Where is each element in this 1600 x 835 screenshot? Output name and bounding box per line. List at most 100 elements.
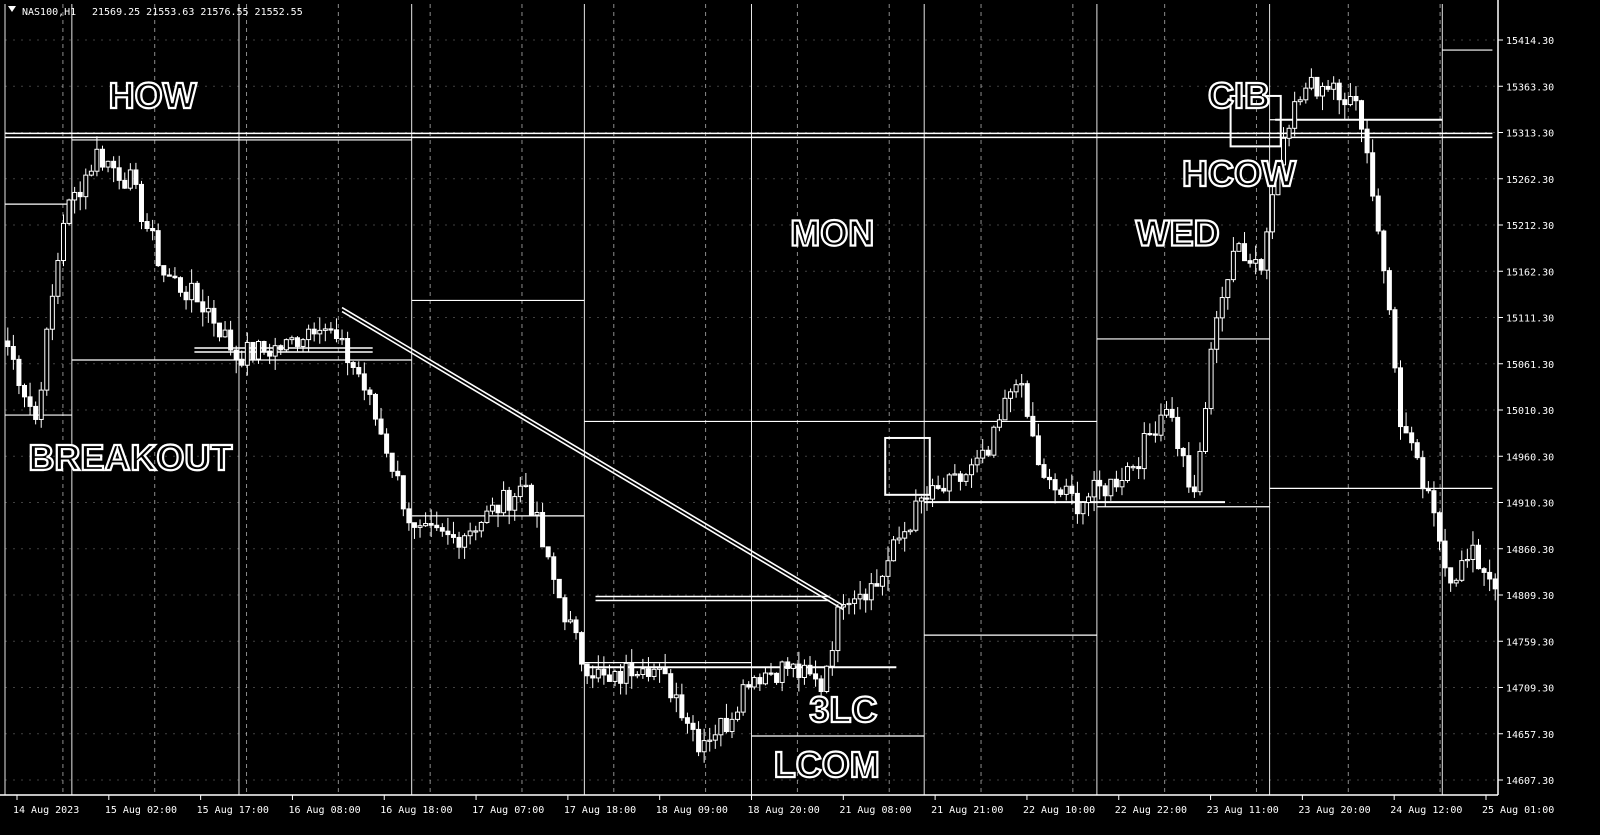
candle-body [361, 373, 367, 391]
drawings[interactable] [341, 94, 1282, 611]
chart-header: NAS100,H1 21569.25 21553.63 21576.55 215… [8, 6, 303, 18]
candle-body [1431, 490, 1437, 514]
candle-body [974, 457, 980, 466]
candle-body [239, 358, 245, 366]
candle-body [757, 677, 763, 685]
x-tick-label: 16 Aug 18:00 [380, 805, 452, 816]
annotation-how: HOW [109, 75, 197, 116]
candle-body [991, 426, 997, 456]
candle-body [601, 668, 607, 676]
candle-body [1386, 270, 1392, 311]
candle-body [774, 672, 780, 683]
candle-body [1130, 466, 1136, 469]
candle-body [963, 474, 969, 482]
candle-body [55, 260, 61, 297]
candle-body [411, 522, 417, 528]
candle-body [1052, 479, 1058, 491]
candle-body [306, 328, 312, 341]
candle-body [1425, 488, 1431, 492]
candle-body [328, 328, 334, 331]
candle-body [1392, 309, 1398, 369]
annotation-3lc: 3LC [809, 689, 877, 730]
x-tick-label: 18 Aug 09:00 [656, 805, 728, 816]
candle-body [1448, 567, 1454, 584]
candle-body [512, 496, 518, 511]
y-tick-label: 14960.30 [1506, 452, 1554, 463]
x-tick-label: 15 Aug 02:00 [105, 805, 177, 816]
candle-body [439, 527, 445, 532]
candle-body [495, 504, 501, 514]
candle-body [1247, 260, 1253, 264]
candle-body [1219, 297, 1225, 319]
y-tick-label: 15010.30 [1506, 406, 1554, 417]
y-tick-label: 15061.30 [1506, 360, 1554, 371]
candle-body [673, 694, 679, 699]
candle-body [372, 393, 378, 420]
candle-body [1242, 243, 1248, 262]
candle-body [623, 662, 629, 684]
candle-body [1292, 101, 1298, 129]
candle-body [261, 341, 267, 352]
candle-body [1492, 578, 1498, 590]
candle-body [573, 619, 579, 634]
candle-body [902, 531, 908, 539]
candle-body [679, 694, 685, 719]
candle-body [144, 221, 150, 229]
candle-body [545, 546, 551, 558]
candle-body [701, 740, 707, 753]
candle-body [489, 504, 495, 512]
candle-body [49, 295, 55, 330]
candle-body [166, 274, 172, 277]
candle-body [1370, 152, 1376, 197]
candle-body [194, 282, 200, 303]
candle-body [629, 662, 635, 677]
candle-body [333, 329, 339, 340]
candle-body [751, 677, 757, 688]
candle-body [562, 597, 568, 623]
cib-box[interactable] [1229, 94, 1282, 148]
candle-body [111, 160, 117, 169]
candle-body [807, 664, 813, 675]
x-tick-label: 14 Aug 2023 [13, 805, 79, 816]
candle-body [88, 170, 94, 176]
candle-body [707, 739, 713, 742]
candle-body [1058, 489, 1064, 495]
menu-triangle-icon[interactable] [8, 6, 16, 12]
x-tick-label: 22 Aug 22:00 [1115, 805, 1187, 816]
candle-body [38, 389, 44, 420]
candle-body [467, 530, 473, 537]
candle-body [1253, 259, 1259, 264]
candle-body [450, 534, 456, 538]
candle-body [729, 718, 735, 733]
candle-body [283, 339, 289, 351]
candle-body [690, 722, 696, 730]
candle-body [216, 322, 222, 338]
candle-body [885, 560, 891, 577]
mon-box[interactable] [884, 436, 931, 496]
candle-body [60, 222, 66, 262]
annotation-cib: CIB [1208, 75, 1270, 116]
candle-body [205, 307, 211, 313]
candle-body [278, 345, 284, 351]
candle-body [957, 473, 963, 482]
candle-body [1203, 408, 1209, 452]
trendline[interactable] [341, 306, 844, 607]
session-levels [5, 49, 1493, 737]
x-tick-label: 23 Aug 11:00 [1207, 805, 1279, 816]
candle-body [1481, 568, 1487, 573]
candle-body [1108, 478, 1114, 497]
candle-body [640, 668, 646, 676]
candle-body [1125, 466, 1131, 482]
trendline[interactable] [341, 310, 844, 611]
candle-body [1281, 137, 1287, 166]
candle-body [83, 174, 89, 198]
candle-body [228, 329, 234, 351]
candle-body [127, 169, 133, 189]
candle-body [1459, 560, 1465, 581]
candle-body [255, 341, 261, 360]
annotation-mon: MON [790, 212, 874, 253]
candle-body [852, 598, 858, 604]
candle-body [1403, 426, 1409, 434]
